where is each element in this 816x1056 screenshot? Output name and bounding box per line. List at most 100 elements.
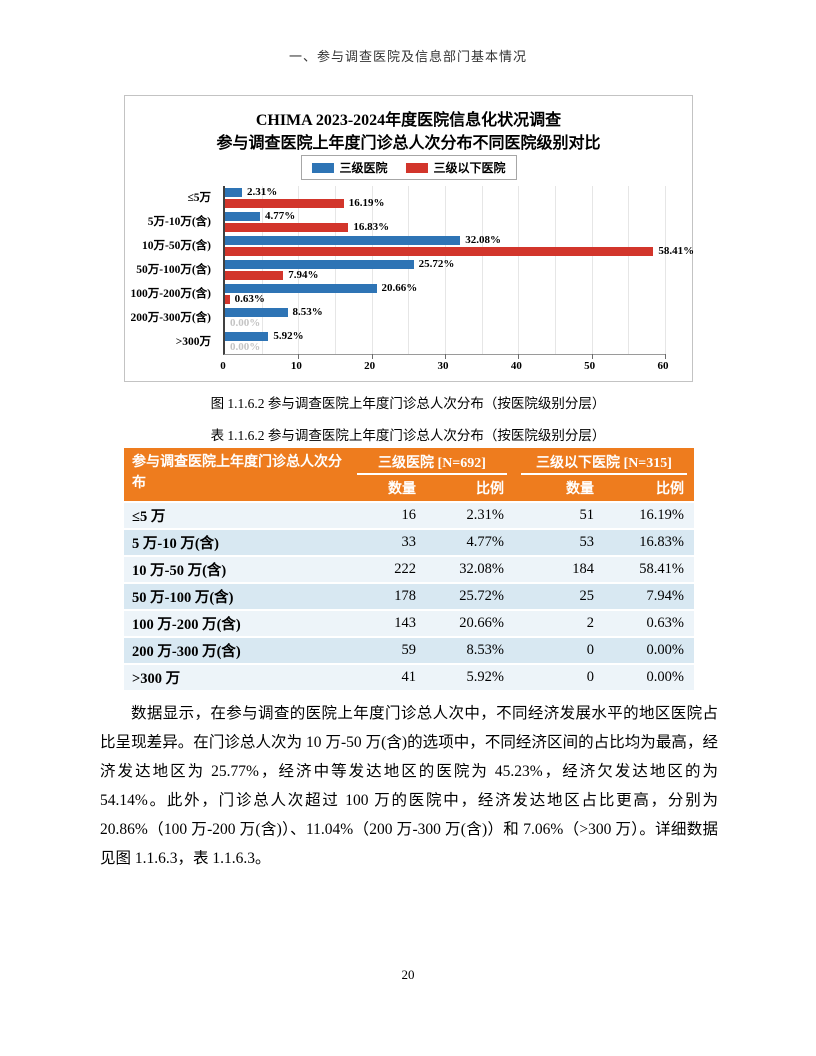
figure-caption: 图 1.1.6.2 参与调查医院上年度门诊总人次分布（按医院级别分层） [210,396,606,411]
cell-value: 58.41% [639,561,684,577]
x-tick-mark [445,354,446,359]
cell-value: 20.66% [459,615,504,631]
cell-value: 25.72% [459,588,504,604]
legend-item-tier3: 三级医院 [311,159,388,176]
cell-value: 41 [401,669,417,685]
category-label: >300万 [175,336,211,348]
body-paragraph: 数据显示，在参与调查的医院上年度门诊总人次中，不同经济发展水平的地区医院占比呈现… [100,705,718,867]
bar-tier3 [225,308,288,317]
cell-value: 178 [394,588,416,604]
cell-value: 5.92% [466,669,504,685]
table-row: ≤5 万 16 2.31% 51 16.19% [124,501,694,528]
bar-value-label: 8.53% [292,306,323,318]
bar-tier3 [225,284,377,293]
x-tick-label: 0 [220,360,226,372]
bar-value-label: 58.41% [658,245,695,257]
bar-tier3 [225,260,414,269]
table-caption: 表 1.1.6.2 参与调查医院上年度门诊总人次分布（按医院级别分层） [210,428,606,443]
row-label: >300 万 [132,671,181,687]
chart-title-line1: CHIMA 2023-2024年度医院信息化状况调查 [255,112,562,129]
x-tick-mark [298,354,300,359]
data-table-body: ≤5 万 16 2.31% 51 16.19% 5 万-10 万(含) 33 4.77% 53 1… [124,501,694,690]
cell-value: 0.00% [646,669,684,685]
gridline [335,186,336,354]
legend-label: 三级以下医院 [433,161,506,175]
cell-value: 8.53% [466,642,504,658]
cell-value: 32.08% [459,561,504,577]
bar-value-label: 2.31% [246,186,278,198]
category-label: 5万-10万(含) [147,216,211,228]
legend-item-below-tier3: 三级以下医院 [405,159,506,176]
cell-value: 53 [579,534,595,550]
cell-value: 16.19% [639,507,684,523]
bar-value-label: 16.19% [348,197,385,209]
table-row: >300 万 41 5.92% 0 0.00% [124,663,694,690]
bar-tier3 [225,212,260,221]
cell-value: 2 [586,615,594,631]
x-tick-mark [371,354,373,359]
bar-below-tier3 [225,295,230,304]
gridline [665,186,666,354]
category-label: 200万-300万(含) [130,312,212,324]
gridline [371,186,373,354]
group-underline [521,473,687,475]
gridline [298,186,300,354]
x-axis-ticks: 0 10 20 30 40 50 60 [220,358,668,374]
group-header-label: 三级医院 [N=692] [378,455,486,471]
chart-panel: CHIMA 2023-2024年度医院信息化状况调查 参与调查医院上年度门诊总人… [124,95,694,382]
group-header-label: 三级以下医院 [N=315] [536,455,672,471]
cell-value: 7.94% [646,588,684,604]
cell-value: 0.00% [646,642,684,658]
x-tick-label: 50 [584,360,596,372]
table-corner-header: 参与调查医院上年度门诊总人次分布 [132,455,342,491]
x-tick-label: 40 [510,360,522,372]
bar-tier3 [225,332,269,341]
gridline [591,186,593,354]
cell-value: 25 [579,588,595,604]
category-label: 100万-200万(含) [130,288,212,300]
cell-value: 222 [394,561,416,577]
sub-header-ratio-2: 比例 [656,482,684,497]
x-tick-mark [665,354,666,359]
cell-value: 0 [586,642,594,658]
x-tick-label: 10 [290,360,302,372]
bar-value-label: 25.72% [418,258,455,270]
table-header: 参与调查医院上年度门诊总人次分布 三级医院 [N=692] 三级以下医院 [N=… [124,448,694,501]
x-tick-label: 30 [437,360,449,372]
x-tick-label: 60 [657,360,669,372]
cell-value: 59 [401,642,417,658]
table-group-header-tier3: 三级医院 [N=692] [350,448,514,475]
plot-area: 2.31% 16.19% 4.77% 16.83% 32.08% 58.41% 25.72%… [223,186,694,359]
sub-header-ratio-1: 比例 [476,482,504,497]
bar-value-label: 7.94% [288,269,319,281]
bar-value-label: 5.92% [273,330,304,342]
row-label: ≤5 万 [132,509,166,525]
chart-title-line2: 参与调查医院上年度门诊总人次分布不同医院级别对比 [216,135,601,152]
gridline [555,186,556,354]
bar-tier3 [225,188,242,197]
bar-value-label: 0.00% [230,317,261,329]
table-row: 5 万-10 万(含) 33 4.77% 53 16.83% [124,528,694,555]
gridline [628,186,630,354]
sub-header-count-1: 数量 [388,482,416,497]
table-row: 50 万-100 万(含) 178 25.72% 25 7.94% [124,582,694,609]
row-label: 5 万-10 万(含) [132,536,219,552]
cell-value: 0 [586,669,594,685]
cell-value: 16.83% [639,534,684,550]
chart-legend: 三级医院 三级以下医院 [300,155,517,180]
bar-below-tier3 [225,199,344,208]
row-label: 100 万-200 万(含) [132,617,241,633]
page-header: 一、参与调查医院及信息部门基本情况 [288,49,527,64]
table-row: 200 万-300 万(含) 59 8.53% 0 0.00% [124,636,694,663]
table-group-header-below-tier3: 三级以下医院 [N=315] [514,448,694,475]
cell-value: 143 [394,615,416,631]
bar-tier3 [225,236,461,245]
cell-value: 184 [572,561,594,577]
legend-swatch-blue-icon [311,162,334,173]
cell-value: 51 [579,507,595,523]
cell-value: 0.63% [646,615,684,631]
gridline [261,186,263,354]
gridline [518,186,520,354]
row-label: 200 万-300 万(含) [132,644,241,660]
